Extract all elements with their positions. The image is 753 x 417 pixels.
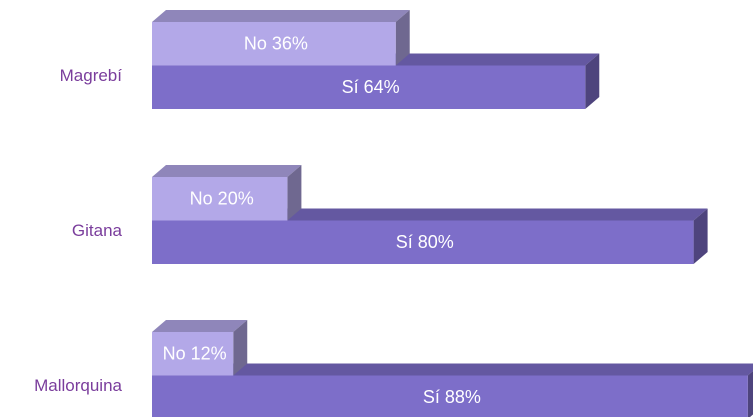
bar: [152, 332, 234, 376]
bar: [152, 220, 694, 264]
bar-top: [152, 363, 753, 376]
value-label: Sí 88%: [423, 387, 481, 407]
bar-side: [233, 320, 248, 376]
bar-side: [693, 208, 708, 264]
bar-side: [395, 10, 410, 66]
bar-top: [152, 10, 410, 22]
value-label: Sí 80%: [396, 232, 454, 252]
bar: [152, 177, 288, 221]
category-label: Gitana: [72, 221, 123, 240]
bar-side: [287, 165, 302, 221]
bar: [152, 65, 586, 109]
bar-top: [152, 165, 302, 177]
bar-top: [152, 320, 248, 332]
value-label: Sí 64%: [342, 77, 400, 97]
value-label: No 12%: [163, 344, 227, 364]
value-label: No 36%: [244, 34, 308, 54]
bar-side: [747, 371, 753, 417]
category-label: Magrebí: [60, 66, 123, 85]
bar: [152, 22, 396, 66]
bar-side: [585, 53, 600, 109]
category-label: Mallorquina: [34, 376, 122, 395]
value-label: No 20%: [190, 189, 254, 209]
bar: [152, 375, 748, 417]
